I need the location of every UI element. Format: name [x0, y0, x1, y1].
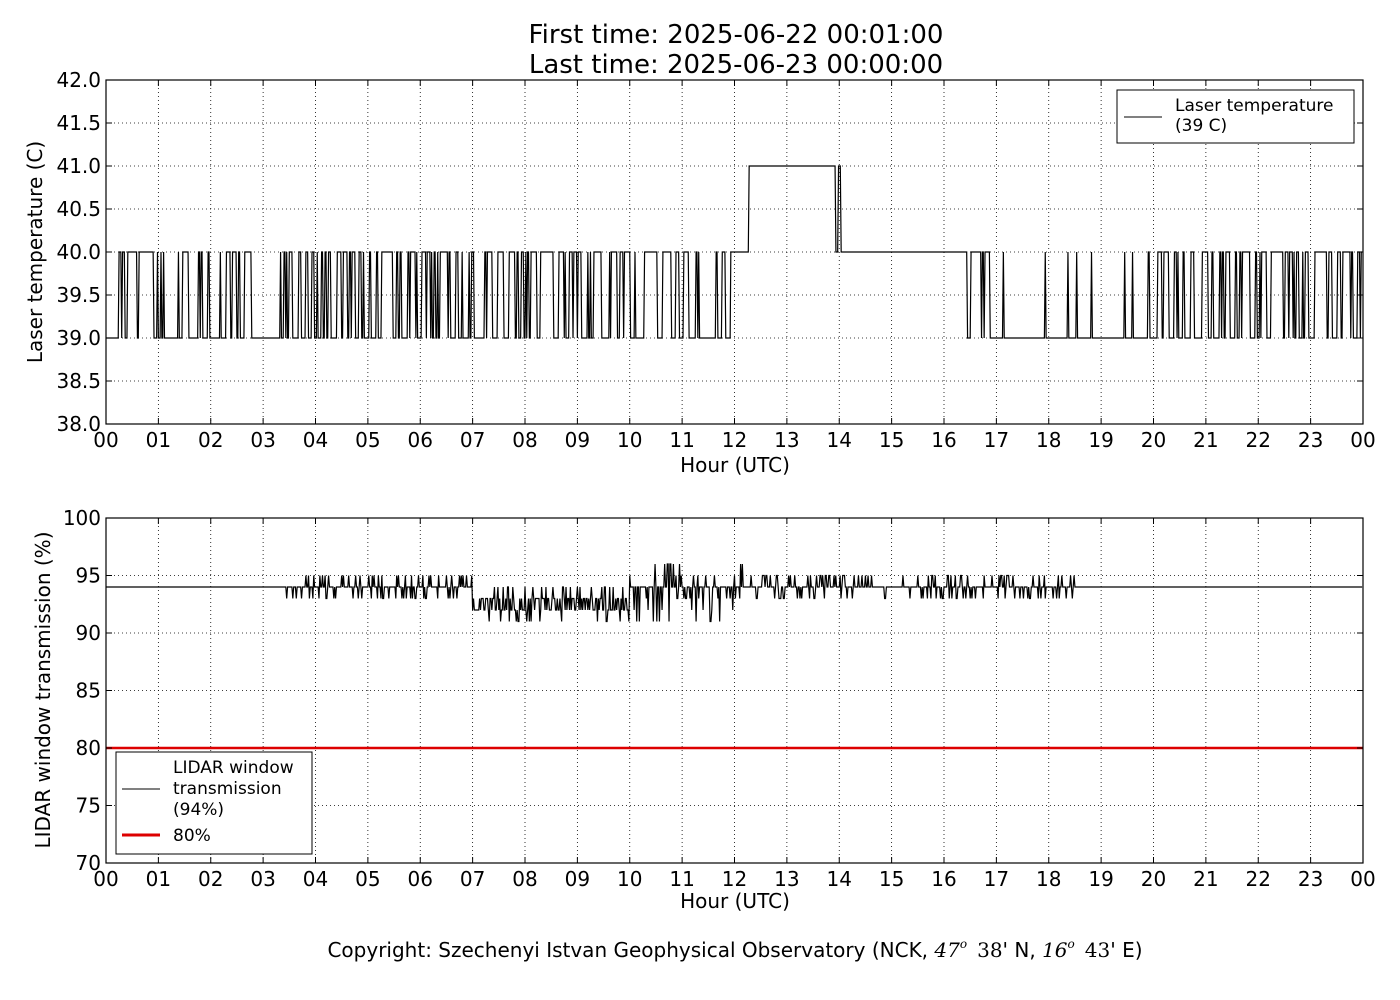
series-line-lidar: [106, 563, 1363, 623]
legend-label-laser-1: Laser temperature: [1175, 96, 1333, 116]
laser-temperature-ticks: 00 01 02 03 04 05 06 07 08 09 10 11 12 13 14 15 16 17 18 19…: [56, 68, 1375, 452]
x-tick-label: 19: [1088, 867, 1113, 891]
x-tick-label: 18: [1036, 428, 1061, 452]
laser-temperature-series: [106, 165, 1363, 339]
laser-temperature-legend: Laser temperature (39 C): [1116, 89, 1355, 144]
x-tick-label: 17: [984, 867, 1009, 891]
x-tick-label: 00: [1350, 428, 1375, 452]
x-tick-label: 12: [722, 428, 747, 452]
last-time-label: Last time: 2025-06-23 00:00:00: [529, 50, 943, 80]
x-tick-label: 13: [774, 428, 799, 452]
legend-label-laser-2: (39 C): [1175, 116, 1227, 136]
x-tick-label: 18: [1036, 867, 1061, 891]
y-tick-label: 100: [63, 506, 101, 530]
x-tick-label: 09: [565, 428, 590, 452]
x-tick-label: 05: [355, 428, 380, 452]
y-tick-label: 80: [76, 736, 101, 760]
x-tick-label: 14: [827, 867, 852, 891]
lidar-transmission-ylabel: LIDAR window transmission (%): [31, 532, 55, 849]
x-tick-label: 07: [460, 428, 485, 452]
y-tick-label: 38.0: [56, 412, 101, 436]
y-tick-label: 41.5: [56, 111, 101, 135]
x-tick-label: 14: [827, 428, 852, 452]
legend-label-lidar-1: LIDAR window: [173, 758, 294, 778]
y-tick-label: 39.0: [56, 326, 101, 350]
series-line-laser: [106, 165, 1363, 339]
x-tick-label: 10: [617, 867, 642, 891]
x-tick-label: 02: [198, 428, 223, 452]
x-tick-label: 04: [303, 428, 328, 452]
y-tick-label: 40.0: [56, 240, 101, 264]
x-tick-label: 21: [1193, 428, 1218, 452]
y-tick-label: 95: [76, 564, 101, 588]
x-tick-label: 17: [984, 428, 1009, 452]
copyright-text: Copyright: Szechenyi Istvan Geophysical …: [327, 937, 1142, 962]
y-tick-label: 42.0: [56, 68, 101, 92]
x-tick-label: 00: [93, 867, 118, 891]
y-tick-label: 70: [76, 851, 101, 875]
x-tick-label: 11: [669, 867, 694, 891]
y-tick-label: 39.5: [56, 283, 101, 307]
lidar-transmission-panel: 00 01 02 03 04 05 06 07 08 09 10 11 12 13 14 15 16 17 18 19…: [31, 506, 1376, 913]
x-tick-label: 19: [1088, 428, 1113, 452]
lidar-transmission-legend: LIDAR window transmission (94%) 80%: [115, 751, 313, 855]
x-tick-label: 20: [1141, 867, 1166, 891]
x-tick-label: 23: [1298, 428, 1323, 452]
y-tick-label: 38.5: [56, 369, 101, 393]
x-tick-label: 16: [931, 428, 956, 452]
y-tick-label: 75: [76, 794, 101, 818]
y-tick-label: 85: [76, 679, 101, 703]
laser-temperature-panel: 00 01 02 03 04 05 06 07 08 09 10 11 12 13 14 15 16 17 18 19…: [23, 68, 1376, 477]
lidar-transmission-ticks: 00 01 02 03 04 05 06 07 08 09 10 11 12 13 14 15 16 17 18 19…: [63, 506, 1376, 891]
x-tick-label: 15: [879, 867, 904, 891]
x-tick-label: 00: [1350, 867, 1375, 891]
x-tick-label: 08: [512, 428, 537, 452]
x-tick-label: 09: [565, 867, 590, 891]
x-tick-label: 03: [250, 867, 275, 891]
x-tick-label: 23: [1298, 867, 1323, 891]
first-time-label: First time: 2025-06-22 00:01:00: [529, 20, 944, 50]
x-tick-label: 12: [722, 867, 747, 891]
x-tick-label: 13: [774, 867, 799, 891]
legend-label-lidar-3: (94%): [173, 800, 224, 820]
x-tick-label: 21: [1193, 867, 1218, 891]
x-tick-label: 01: [146, 867, 171, 891]
x-tick-label: 07: [460, 867, 485, 891]
y-tick-label: 90: [76, 621, 101, 645]
x-tick-label: 20: [1141, 428, 1166, 452]
x-tick-label: 15: [879, 428, 904, 452]
x-tick-label: 06: [408, 867, 433, 891]
x-tick-label: 05: [355, 867, 380, 891]
lidar-transmission-series: [106, 563, 1363, 750]
lidar-transmission-xlabel: Hour (UTC): [680, 889, 790, 913]
x-tick-label: 08: [512, 867, 537, 891]
x-tick-label: 22: [1246, 428, 1271, 452]
x-tick-label: 01: [146, 428, 171, 452]
x-tick-label: 04: [303, 867, 328, 891]
legend-label-threshold: 80%: [173, 826, 211, 846]
x-tick-label: 02: [198, 867, 223, 891]
legend-label-lidar-2: transmission: [173, 779, 282, 799]
x-tick-label: 03: [250, 428, 275, 452]
y-tick-label: 40.5: [56, 197, 101, 221]
laser-temperature-xlabel: Hour (UTC): [680, 453, 790, 477]
x-tick-label: 00: [93, 428, 118, 452]
y-tick-label: 41.0: [56, 154, 101, 178]
legend-box: [115, 751, 313, 855]
laser-temperature-ylabel: Laser temperature (C): [23, 141, 47, 363]
x-tick-label: 06: [408, 428, 433, 452]
x-tick-label: 10: [617, 428, 642, 452]
x-tick-label: 11: [669, 428, 694, 452]
x-tick-label: 22: [1246, 867, 1271, 891]
x-tick-label: 16: [931, 867, 956, 891]
